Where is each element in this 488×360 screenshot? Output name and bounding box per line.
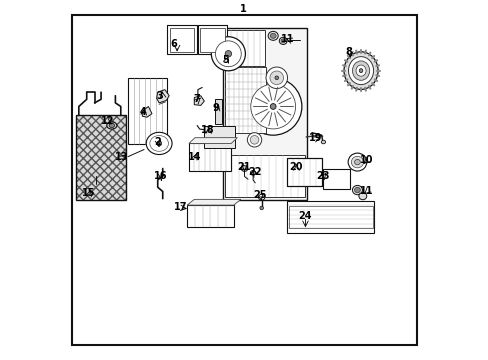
Ellipse shape (270, 104, 276, 109)
Bar (323, 169, 349, 189)
Text: 18: 18 (201, 125, 214, 135)
Bar (187, 205, 233, 227)
Bar (286, 158, 321, 186)
Bar (289, 206, 372, 228)
Ellipse shape (258, 194, 264, 200)
Bar (188, 143, 231, 171)
Ellipse shape (215, 41, 241, 67)
Text: 9: 9 (212, 103, 219, 113)
Bar (224, 155, 305, 197)
Ellipse shape (321, 140, 325, 144)
Text: 21: 21 (237, 162, 250, 172)
Ellipse shape (352, 185, 362, 195)
Bar (225, 30, 265, 66)
Text: 7: 7 (193, 94, 200, 104)
Ellipse shape (344, 52, 377, 89)
Text: 10: 10 (359, 155, 372, 165)
Text: 12: 12 (101, 116, 114, 126)
Text: 15: 15 (81, 188, 95, 198)
Ellipse shape (146, 132, 172, 154)
Ellipse shape (247, 133, 261, 147)
Ellipse shape (359, 69, 362, 73)
Text: 20: 20 (289, 162, 303, 172)
Text: 14: 14 (187, 152, 201, 162)
Text: 11: 11 (280, 35, 294, 44)
Ellipse shape (354, 159, 360, 165)
Ellipse shape (106, 122, 117, 129)
Ellipse shape (269, 71, 283, 85)
Ellipse shape (352, 61, 369, 80)
Bar (167, 25, 196, 54)
Bar (169, 28, 194, 52)
Ellipse shape (267, 31, 278, 40)
Ellipse shape (348, 57, 373, 85)
Text: 6: 6 (170, 40, 177, 49)
Ellipse shape (265, 67, 287, 89)
Bar (76, 116, 126, 200)
Text: 11: 11 (359, 186, 372, 196)
Text: 4: 4 (140, 107, 146, 117)
Bar (200, 28, 224, 52)
Bar (224, 67, 265, 134)
Bar (215, 99, 221, 124)
Bar (76, 116, 126, 200)
Text: 23: 23 (315, 171, 329, 181)
Ellipse shape (347, 153, 366, 171)
Polygon shape (142, 107, 152, 117)
Text: 17: 17 (174, 202, 187, 212)
Text: 22: 22 (247, 167, 261, 177)
Ellipse shape (358, 193, 366, 200)
Ellipse shape (211, 37, 245, 71)
Text: 16: 16 (153, 171, 166, 181)
Text: 13: 13 (115, 152, 128, 162)
Bar (223, 28, 306, 200)
Polygon shape (188, 138, 237, 143)
Ellipse shape (270, 33, 276, 39)
Ellipse shape (260, 206, 263, 210)
Bar (286, 201, 373, 233)
Ellipse shape (351, 156, 363, 168)
Text: 24: 24 (297, 211, 311, 221)
Bar (128, 78, 167, 144)
Ellipse shape (279, 37, 286, 44)
Polygon shape (187, 199, 241, 205)
Ellipse shape (250, 171, 255, 175)
Ellipse shape (250, 84, 295, 129)
Ellipse shape (354, 187, 360, 193)
Text: 8: 8 (345, 46, 351, 57)
Text: 2: 2 (154, 138, 161, 147)
Polygon shape (156, 90, 169, 103)
Ellipse shape (109, 123, 114, 128)
Bar (286, 158, 321, 186)
Text: 3: 3 (157, 91, 163, 101)
Ellipse shape (281, 39, 285, 43)
Polygon shape (194, 96, 204, 105)
Text: 5: 5 (222, 55, 229, 65)
Ellipse shape (274, 76, 278, 80)
Bar (198, 25, 227, 54)
Ellipse shape (244, 78, 301, 135)
Bar (204, 126, 234, 148)
Text: 25: 25 (252, 190, 266, 200)
Ellipse shape (156, 141, 162, 146)
Ellipse shape (241, 166, 247, 171)
Ellipse shape (250, 135, 258, 144)
Ellipse shape (224, 50, 231, 57)
Text: 1: 1 (240, 4, 246, 14)
Ellipse shape (355, 65, 366, 76)
Ellipse shape (149, 135, 168, 151)
Text: 19: 19 (308, 133, 322, 143)
